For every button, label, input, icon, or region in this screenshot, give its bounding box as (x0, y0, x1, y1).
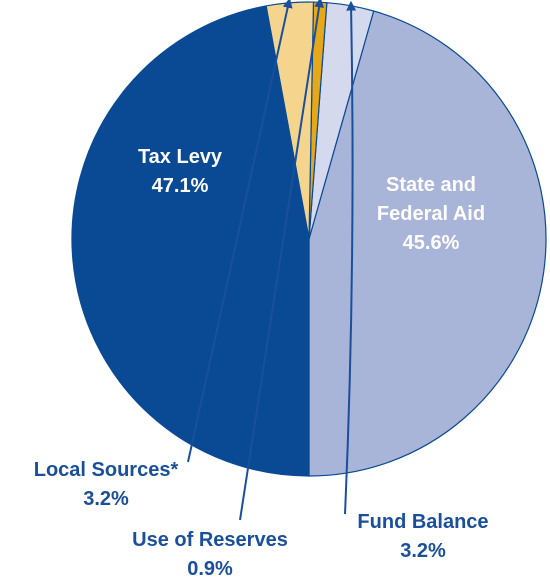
slice-label-state-federal-aid-line2: Federal Aid (377, 203, 485, 225)
slice-label-fund-balance: Fund Balance (357, 511, 488, 533)
leader-local-sources (187, 0, 293, 463)
slice-value-use-of-reserves: 0.9% (187, 558, 233, 580)
slice-tax-levy (71, 5, 310, 477)
slice-label-use-of-reserves: Use of Reserves (132, 529, 288, 551)
leader-fund-balance (344, 0, 357, 515)
slice-state-and-federal-aid (308, 10, 547, 477)
slice-label-state-federal-aid-line1: State and (386, 174, 476, 196)
slice-value-state-federal-aid: 45.6% (403, 232, 460, 254)
slice-label-local-sources: Local Sources* (34, 459, 179, 481)
slice-value-fund-balance: 3.2% (400, 540, 446, 562)
pie-slices (71, 1, 547, 477)
leader-lines (187, 0, 357, 521)
slice-label-tax-levy: Tax Levy (138, 146, 223, 168)
slice-value-local-sources: 3.2% (83, 488, 129, 510)
slice-value-tax-levy: 47.1% (152, 175, 209, 197)
leader-use-of-reserves (239, 0, 325, 521)
